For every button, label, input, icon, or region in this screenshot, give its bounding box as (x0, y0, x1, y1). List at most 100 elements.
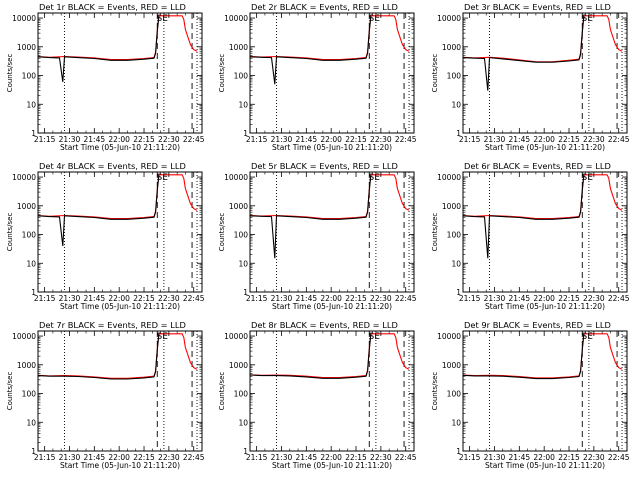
events-series-line (250, 174, 372, 259)
y-tick-label: 10000 (437, 173, 461, 182)
panel-title: Det 5r BLACK = Events, RED = LLD (251, 161, 398, 171)
x-tick-label: 22:15 (133, 294, 155, 303)
x-tick-label: 22:15 (558, 453, 580, 462)
lld-series-line (463, 15, 623, 63)
saa-marker-label: SE (369, 14, 381, 24)
x-tick-label: 22:30 (370, 135, 392, 144)
x-tick-label: 21:15 (246, 453, 268, 462)
detector-panel: Det 2r BLACK = Events, RED = LLD SE 1 10 100… (218, 2, 417, 152)
x-axis-label: Start Time (05-Jun-10 21:11:20) (272, 143, 392, 152)
detector-panel: Det 9r BLACK = Events, RED = LLD SE 1 10 100… (431, 320, 630, 470)
y-tick-label: 1000 (17, 43, 36, 52)
x-tick-label: 21:15 (34, 453, 56, 462)
x-tick-label: 22:45 (395, 294, 417, 303)
x-tick-label: 21:45 (84, 135, 106, 144)
panel-title: Det 9r BLACK = Events, RED = LLD (464, 320, 611, 330)
y-tick-label: 1 (456, 129, 461, 138)
y-tick-label: 10 (451, 259, 461, 268)
x-tick-label: 22:00 (108, 135, 130, 144)
x-tick-label: 21:30 (484, 294, 506, 303)
x-tick-label: 22:45 (183, 135, 205, 144)
detector-panel: Det 7r BLACK = Events, RED = LLD SE 1 10 100… (6, 320, 205, 470)
y-tick-label: 1 (456, 447, 461, 456)
x-tick-label: 22:30 (583, 135, 605, 144)
lld-series-line (250, 333, 410, 379)
events-series-line (250, 333, 372, 379)
x-tick-label: 21:45 (296, 453, 318, 462)
events-series-line (38, 333, 160, 380)
panel-title: Det 1r BLACK = Events, RED = LLD (39, 2, 186, 12)
x-tick-label: 22:00 (108, 294, 130, 303)
x-axis-label: Start Time (05-Jun-10 21:11:20) (60, 302, 180, 311)
x-tick-label: 22:00 (320, 453, 342, 462)
x-axis-label: Start Time (05-Jun-10 21:11:20) (272, 461, 392, 470)
detector-panel: Det 5r BLACK = Events, RED = LLD SE 1 10 100… (218, 161, 417, 311)
y-tick-label: 1000 (442, 361, 461, 370)
x-tick-label: 21:15 (459, 453, 481, 462)
x-tick-label: 21:30 (271, 453, 293, 462)
x-tick-label: 21:30 (59, 135, 81, 144)
x-tick-label: 21:30 (484, 135, 506, 144)
x-tick-label: 21:45 (84, 294, 106, 303)
x-tick-label: 22:45 (608, 453, 630, 462)
y-tick-label: 10000 (12, 173, 36, 182)
plot-frame (462, 330, 628, 452)
x-tick-label: 21:15 (34, 294, 56, 303)
x-tick-label: 21:15 (459, 135, 481, 144)
x-tick-label: 21:45 (509, 453, 531, 462)
y-tick-label: 100 (22, 231, 37, 240)
y-tick-label: 1000 (17, 361, 36, 370)
y-axis-label: Counts/sec (218, 372, 226, 411)
y-tick-label: 100 (447, 72, 462, 81)
x-tick-label: 21:30 (484, 453, 506, 462)
y-tick-label: 100 (234, 72, 249, 81)
y-tick-label: 10000 (224, 173, 248, 182)
plot-frame (249, 330, 415, 452)
y-tick-label: 1000 (229, 43, 248, 52)
y-axis-label: Counts/sec (431, 54, 439, 93)
x-tick-label: 22:15 (558, 135, 580, 144)
y-tick-label: 1 (243, 129, 248, 138)
y-tick-label: 10000 (437, 332, 461, 341)
x-tick-label: 22:30 (583, 453, 605, 462)
y-tick-label: 1 (31, 288, 36, 297)
x-tick-label: 21:45 (84, 453, 106, 462)
x-axis-label: Start Time (05-Jun-10 21:11:20) (485, 302, 605, 311)
y-axis-label: Counts/sec (431, 372, 439, 411)
lld-series-line (38, 333, 198, 379)
y-tick-label: 100 (447, 231, 462, 240)
y-tick-label: 1000 (17, 202, 36, 211)
y-tick-label: 10 (238, 418, 248, 427)
plot-frame (249, 171, 415, 293)
y-tick-label: 1000 (442, 43, 461, 52)
x-tick-label: 22:00 (320, 135, 342, 144)
saa-marker-label: SE (157, 173, 169, 183)
y-axis-label: Counts/sec (218, 54, 226, 93)
x-tick-label: 22:00 (533, 453, 555, 462)
y-axis-label: Counts/sec (218, 213, 226, 252)
saa-marker-label: SE (157, 14, 169, 24)
plot-frame (37, 330, 203, 452)
saa-marker-label: SE (369, 332, 381, 342)
x-tick-label: 21:15 (34, 135, 56, 144)
events-series-line (38, 174, 160, 247)
y-tick-label: 100 (234, 390, 249, 399)
lld-series-line (463, 174, 623, 220)
x-tick-label: 21:45 (509, 294, 531, 303)
y-tick-label: 1 (243, 288, 248, 297)
x-tick-label: 22:30 (158, 135, 180, 144)
saa-marker-label: SE (369, 173, 381, 183)
panel-title: Det 6r BLACK = Events, RED = LLD (464, 161, 611, 171)
events-series-line (463, 174, 585, 259)
y-tick-label: 10000 (12, 332, 36, 341)
x-tick-label: 22:45 (608, 135, 630, 144)
y-tick-label: 1 (243, 447, 248, 456)
x-tick-label: 21:15 (246, 135, 268, 144)
x-tick-label: 21:45 (296, 135, 318, 144)
x-tick-label: 21:30 (271, 135, 293, 144)
x-tick-label: 22:30 (583, 294, 605, 303)
y-tick-label: 100 (234, 231, 249, 240)
lld-series-line (38, 15, 198, 61)
saa-marker-label: SE (157, 332, 169, 342)
